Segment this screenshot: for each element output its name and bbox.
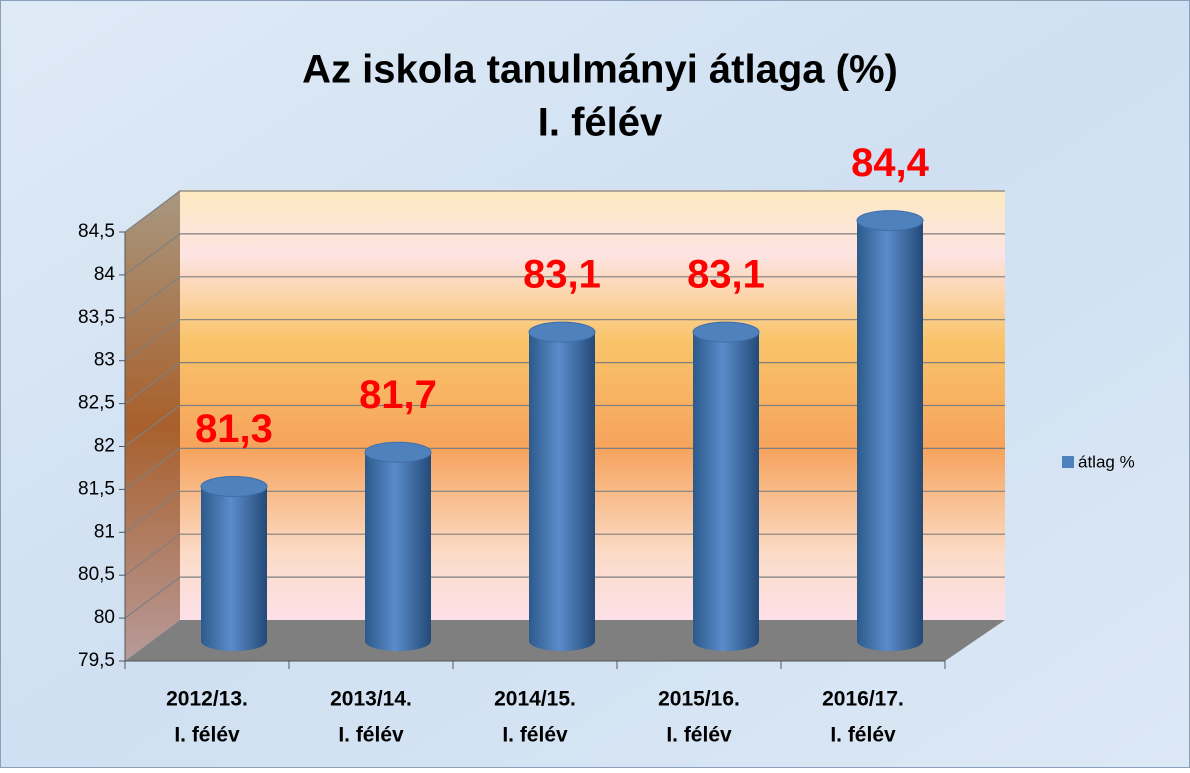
y-tick-label: 84,5 [78,221,115,242]
x-tick-label: I. félév [666,724,732,747]
value-label: 81,7 [359,373,437,417]
bar [529,332,595,651]
chart-title: Az iskola tanulmányi átlaga (%) [302,48,898,92]
x-tick-label: 2016/17. [822,688,904,711]
y-tick-label: 81,5 [78,478,115,499]
y-tick-label: 81 [94,521,115,542]
bar [857,220,923,651]
y-tick-label: 80 [94,607,115,628]
y-tick-label: 84 [94,264,116,285]
bar-top [692,321,760,343]
value-label: 81,3 [195,407,273,451]
grid-line [124,276,1005,319]
x-tick-label: 2014/15. [494,688,576,711]
bar-top [528,321,596,343]
x-tick-label: 2013/14. [330,688,412,711]
y-tick-label: 83,5 [78,307,115,328]
bar [365,452,431,651]
grid-line [124,319,1005,362]
bar-top [200,476,268,498]
y-tick-label: 82 [94,436,115,457]
bar-top [856,210,924,232]
x-tick-label: 2015/16. [658,688,740,711]
value-label: 83,1 [523,253,601,297]
grid-line [124,233,1005,276]
x-tick-label: 2012/13. [166,688,248,711]
legend-swatch [1062,456,1074,468]
bar [693,332,759,651]
bar-top [364,441,432,463]
y-tick-label: 79,5 [78,650,115,671]
y-tick-label: 80,5 [78,564,115,585]
y-tick-label: 83 [94,350,115,371]
value-label: 83,1 [687,253,765,297]
y-tick-label: 82,5 [78,393,115,414]
x-tick-label: I. félév [338,724,404,747]
x-tick-label: I. félév [174,724,240,747]
bar [201,486,267,651]
legend-label: átlag % [1078,452,1135,471]
x-tick-label: I. félév [830,724,896,747]
value-label: 84,4 [851,141,930,185]
grid-line [124,190,1005,233]
chart-subtitle: I. félév [538,101,663,145]
x-tick-label: I. félév [502,724,568,747]
